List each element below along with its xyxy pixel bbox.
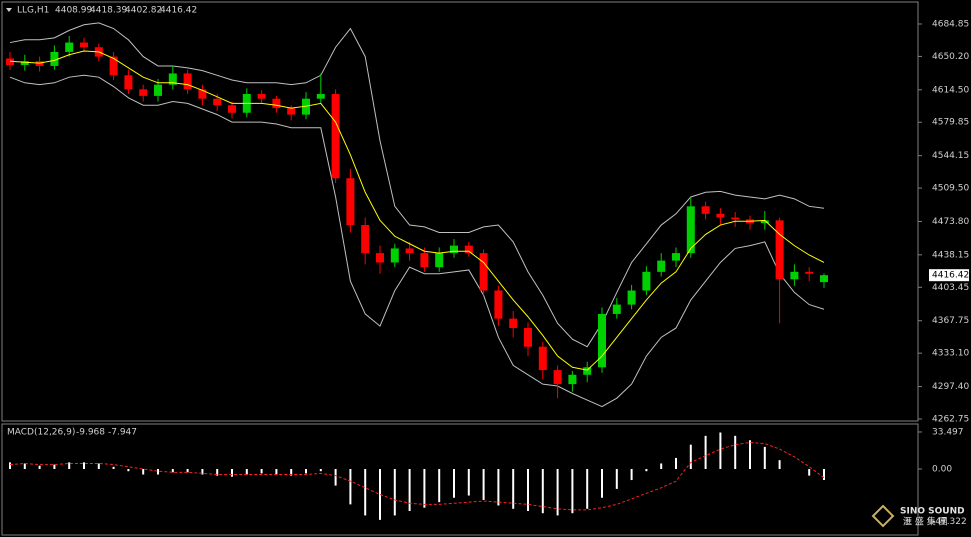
macd-frame bbox=[1, 423, 919, 536]
y-tick-label: 4544.15 bbox=[932, 151, 969, 161]
candle-body bbox=[361, 225, 370, 254]
candle-body bbox=[775, 220, 784, 280]
brand-sub: 滙 盛 集 團 bbox=[903, 516, 948, 528]
y-tick-label: 4262.75 bbox=[932, 414, 969, 424]
candle-body bbox=[583, 367, 592, 375]
y-tick-label: 0.00 bbox=[932, 464, 952, 474]
logo bbox=[871, 504, 895, 528]
y-tick-label: 4509.50 bbox=[932, 184, 969, 194]
candle-body bbox=[228, 105, 236, 113]
brand: SINO SOUND bbox=[900, 507, 965, 517]
y-tick-label: 4403.45 bbox=[932, 283, 969, 293]
candle-body bbox=[316, 94, 325, 99]
candle-body bbox=[642, 271, 651, 291]
y-tick-label: 4650.20 bbox=[932, 52, 969, 62]
candle-body bbox=[790, 271, 799, 280]
symbol: LLG,H1 bbox=[17, 6, 49, 16]
macd-signal-line bbox=[9, 441, 825, 511]
candle-body bbox=[257, 94, 266, 99]
price-marker bbox=[929, 269, 969, 282]
candle-body bbox=[154, 84, 162, 96]
candle-body bbox=[805, 271, 814, 274]
bollinger-lower bbox=[9, 74, 825, 408]
candle-body bbox=[701, 206, 710, 214]
candle-body bbox=[568, 374, 577, 385]
price-marker-label: 4416.42 bbox=[932, 271, 969, 281]
menu-arrow[interactable] bbox=[6, 8, 12, 12]
y-tick-label: 4297.40 bbox=[932, 382, 969, 392]
macd-signal: -7.947 bbox=[108, 428, 137, 438]
candle-body bbox=[331, 94, 340, 179]
candle-body bbox=[168, 73, 177, 85]
candle-body bbox=[80, 42, 88, 48]
moving-average bbox=[9, 50, 825, 371]
candle-body bbox=[553, 370, 562, 385]
candle-body bbox=[494, 290, 503, 319]
macd-main: -9.968 bbox=[76, 428, 105, 438]
candle-body bbox=[346, 178, 355, 226]
bollinger-upper bbox=[9, 22, 825, 348]
candle-body bbox=[435, 253, 444, 268]
candle-body bbox=[198, 89, 207, 99]
candle-body bbox=[405, 248, 414, 254]
candle-body bbox=[124, 75, 133, 90]
candle-body bbox=[20, 61, 29, 66]
candle-body bbox=[390, 248, 399, 263]
ohlc-open: 4408.99 bbox=[55, 6, 92, 16]
candle-body bbox=[509, 318, 518, 328]
y-tick-label: -47.322 bbox=[932, 517, 967, 527]
candle-body bbox=[420, 253, 429, 268]
candle-body bbox=[612, 304, 621, 314]
candle-body bbox=[464, 245, 473, 254]
watermark: SINO SOUND 滙 盛 集 團 bbox=[871, 504, 965, 528]
candle-body bbox=[376, 253, 384, 263]
candle-body bbox=[272, 98, 281, 109]
y-tick-label: 4367.75 bbox=[932, 316, 969, 326]
candle-body bbox=[287, 108, 296, 115]
y-tick-label: 4614.50 bbox=[932, 85, 969, 95]
candle-body bbox=[627, 290, 636, 305]
ohlc-close: 4416.42 bbox=[160, 6, 197, 16]
ohlc-low: 4402.82 bbox=[125, 6, 162, 16]
y-tick-label: 4579.85 bbox=[932, 118, 969, 128]
candle-body bbox=[598, 313, 606, 368]
candle-body bbox=[657, 260, 666, 272]
candle-body bbox=[183, 73, 192, 90]
candle-body bbox=[731, 217, 740, 220]
y-tick-label: 33.497 bbox=[932, 427, 964, 437]
main-frame bbox=[1, 1, 919, 422]
candle-body bbox=[686, 206, 695, 254]
candle-body bbox=[524, 327, 532, 347]
macd-title: MACD(12,26,9) bbox=[7, 428, 75, 438]
candle-body bbox=[109, 56, 118, 76]
candle-body bbox=[450, 245, 458, 254]
candle-body bbox=[760, 220, 769, 224]
candle-body bbox=[820, 275, 828, 283]
candle-body bbox=[139, 89, 148, 96]
ohlc-high: 4418.39 bbox=[90, 6, 127, 16]
candle-body bbox=[213, 98, 222, 106]
y-tick-label: 4684.85 bbox=[932, 19, 969, 29]
candle-body bbox=[538, 346, 547, 371]
y-tick-label: 4333.10 bbox=[932, 349, 969, 359]
y-tick-label: 4473.80 bbox=[932, 217, 969, 227]
candle-body bbox=[672, 253, 680, 261]
candle-body bbox=[479, 253, 488, 291]
candle-body bbox=[50, 51, 59, 66]
candle-body bbox=[716, 213, 725, 218]
candle-body bbox=[65, 42, 74, 52]
y-tick-label: 4438.15 bbox=[932, 250, 969, 260]
